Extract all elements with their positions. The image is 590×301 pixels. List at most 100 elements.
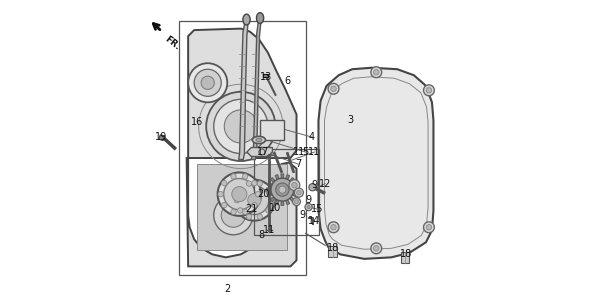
Bar bbox=[254, 149, 319, 235]
Text: 10: 10 bbox=[269, 203, 281, 213]
Polygon shape bbox=[247, 147, 273, 157]
Circle shape bbox=[214, 196, 253, 235]
Circle shape bbox=[291, 182, 297, 188]
Circle shape bbox=[257, 214, 263, 219]
Polygon shape bbox=[290, 197, 294, 202]
Circle shape bbox=[271, 178, 294, 201]
Circle shape bbox=[294, 200, 299, 203]
Circle shape bbox=[252, 202, 257, 208]
Ellipse shape bbox=[256, 138, 262, 141]
Text: 11: 11 bbox=[309, 147, 321, 157]
Circle shape bbox=[206, 92, 276, 161]
Polygon shape bbox=[267, 188, 271, 191]
Circle shape bbox=[238, 208, 243, 213]
Circle shape bbox=[373, 246, 379, 251]
Circle shape bbox=[371, 243, 382, 254]
Circle shape bbox=[269, 197, 274, 203]
Polygon shape bbox=[159, 135, 165, 141]
Text: 19: 19 bbox=[155, 132, 167, 142]
Circle shape bbox=[224, 110, 257, 143]
Circle shape bbox=[231, 174, 236, 179]
Ellipse shape bbox=[253, 136, 266, 144]
Text: FR.: FR. bbox=[163, 35, 182, 52]
Polygon shape bbox=[197, 164, 287, 250]
Circle shape bbox=[289, 180, 300, 191]
Circle shape bbox=[307, 206, 310, 209]
Polygon shape bbox=[270, 197, 275, 202]
Text: 16: 16 bbox=[191, 117, 204, 127]
Polygon shape bbox=[267, 193, 272, 197]
Circle shape bbox=[234, 180, 275, 221]
Polygon shape bbox=[186, 29, 297, 266]
Bar bbox=[401, 252, 409, 263]
Circle shape bbox=[305, 203, 312, 211]
Polygon shape bbox=[293, 182, 297, 186]
Text: 20: 20 bbox=[257, 189, 270, 199]
Circle shape bbox=[257, 181, 263, 186]
Bar bbox=[179, 21, 306, 275]
Circle shape bbox=[426, 225, 432, 230]
Text: 8: 8 bbox=[259, 230, 265, 240]
Circle shape bbox=[240, 186, 269, 215]
Text: 18: 18 bbox=[400, 249, 412, 259]
Polygon shape bbox=[319, 68, 434, 259]
Circle shape bbox=[266, 187, 271, 193]
Circle shape bbox=[331, 225, 336, 230]
Circle shape bbox=[328, 222, 339, 233]
Circle shape bbox=[293, 198, 300, 206]
Circle shape bbox=[221, 181, 227, 186]
Polygon shape bbox=[293, 193, 297, 197]
Polygon shape bbox=[239, 20, 248, 160]
Circle shape bbox=[276, 183, 289, 196]
Circle shape bbox=[238, 187, 243, 193]
Bar bbox=[260, 120, 284, 140]
Polygon shape bbox=[281, 201, 284, 205]
Circle shape bbox=[266, 208, 271, 213]
Polygon shape bbox=[290, 178, 294, 182]
Circle shape bbox=[373, 70, 379, 75]
Circle shape bbox=[218, 191, 224, 197]
Circle shape bbox=[424, 222, 434, 233]
Circle shape bbox=[232, 187, 247, 202]
Circle shape bbox=[252, 181, 257, 186]
Text: 9: 9 bbox=[300, 210, 306, 220]
Text: 7: 7 bbox=[295, 159, 301, 169]
Text: 21: 21 bbox=[245, 204, 258, 214]
Bar bbox=[263, 74, 268, 77]
Ellipse shape bbox=[243, 14, 250, 25]
Text: 15: 15 bbox=[312, 204, 324, 214]
Circle shape bbox=[297, 191, 301, 195]
Circle shape bbox=[224, 178, 255, 210]
Circle shape bbox=[259, 149, 265, 155]
Polygon shape bbox=[286, 175, 290, 179]
Polygon shape bbox=[275, 200, 279, 205]
Circle shape bbox=[309, 184, 316, 191]
Circle shape bbox=[328, 83, 339, 94]
Text: 18: 18 bbox=[326, 243, 339, 253]
Ellipse shape bbox=[257, 13, 264, 23]
Polygon shape bbox=[267, 182, 272, 186]
Circle shape bbox=[246, 214, 252, 219]
Circle shape bbox=[242, 209, 248, 215]
Circle shape bbox=[188, 63, 227, 102]
Text: 6: 6 bbox=[284, 76, 290, 86]
Text: 9: 9 bbox=[306, 195, 312, 205]
Polygon shape bbox=[281, 174, 284, 178]
Circle shape bbox=[331, 86, 336, 92]
Text: 17: 17 bbox=[257, 147, 270, 157]
Circle shape bbox=[231, 209, 236, 215]
Circle shape bbox=[426, 88, 432, 93]
Polygon shape bbox=[286, 200, 290, 205]
Text: 2: 2 bbox=[224, 284, 231, 294]
Text: 11: 11 bbox=[293, 147, 306, 157]
Circle shape bbox=[214, 99, 268, 154]
Text: 13: 13 bbox=[260, 72, 273, 82]
Circle shape bbox=[246, 181, 252, 186]
Polygon shape bbox=[275, 175, 279, 179]
Polygon shape bbox=[270, 178, 275, 182]
Circle shape bbox=[371, 67, 382, 78]
Circle shape bbox=[221, 202, 227, 208]
Text: 12: 12 bbox=[319, 178, 332, 189]
Circle shape bbox=[194, 69, 221, 96]
Circle shape bbox=[221, 203, 245, 227]
